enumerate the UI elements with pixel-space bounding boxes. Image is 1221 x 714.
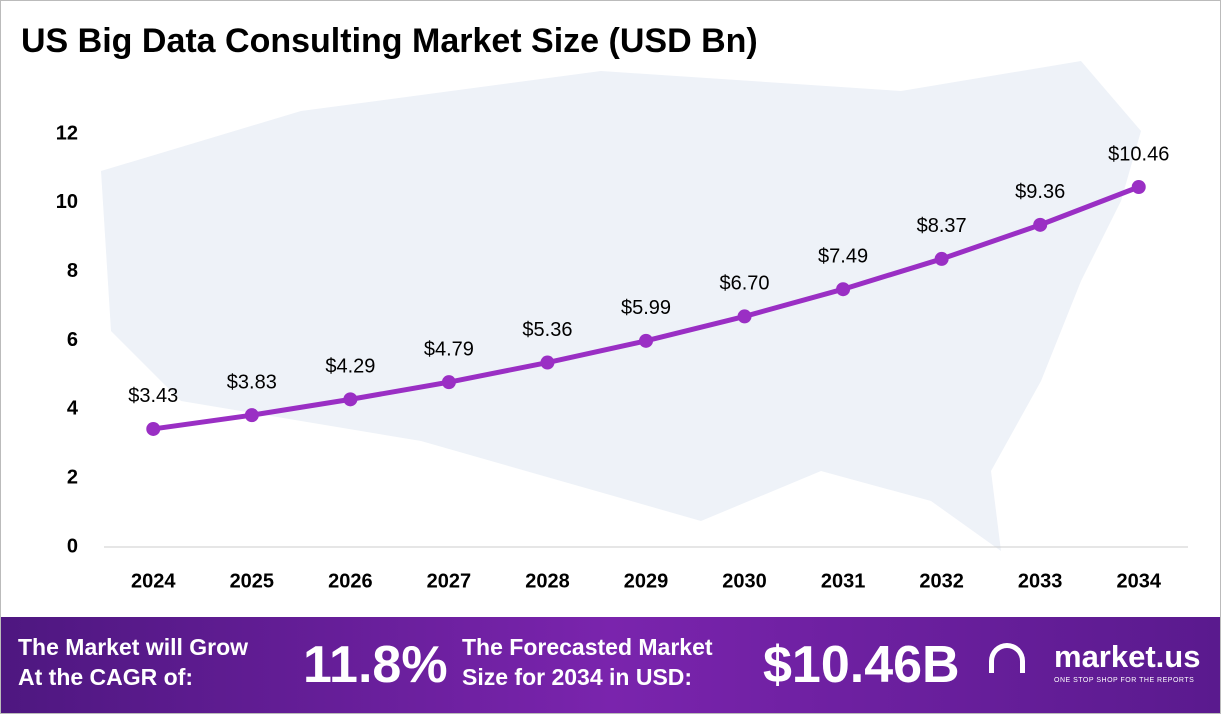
data-label: $3.83 (227, 371, 277, 393)
x-tick-label: 2032 (919, 570, 964, 592)
y-tick-label: 12 (56, 122, 78, 144)
point (343, 392, 358, 407)
footer: The Market will Grow At the CAGR of: 11.8… (1, 617, 1220, 713)
x-tick-label: 2029 (624, 570, 669, 592)
data-label: $3.43 (128, 385, 178, 407)
x-tick-label: 2033 (1018, 570, 1063, 592)
point (737, 309, 752, 324)
x-tick-label: 2027 (427, 570, 472, 592)
cagr-label: The Market will Grow At the CAGR of: (18, 632, 248, 692)
data-label: $10.46 (1108, 143, 1169, 165)
y-tick-label: 10 (56, 191, 78, 213)
data-label: $4.79 (424, 338, 474, 360)
tagline: ONE STOP SHOP FOR THE REPORTS (1054, 677, 1195, 684)
point (934, 251, 949, 266)
brand-logo (989, 643, 1025, 673)
cagr-value: 11.8% (303, 636, 448, 694)
data-label: $8.37 (917, 215, 967, 237)
point (836, 282, 851, 297)
y-tick-label: 8 (67, 260, 78, 282)
data-label: $6.70 (720, 273, 770, 295)
chart: US Big Data Consulting Market Size (USD … (21, 22, 1188, 592)
x-tick-label: 2025 (230, 570, 275, 592)
y-tick-label: 2 (67, 466, 78, 488)
data-label: $5.99 (621, 297, 671, 319)
data-label: $4.29 (325, 356, 375, 378)
point (540, 355, 555, 370)
data-label: $7.49 (818, 246, 868, 268)
data-label: $9.36 (1015, 181, 1065, 203)
chart-title: US Big Data Consulting Market Size (USD … (21, 22, 758, 60)
point (146, 421, 161, 436)
point (1131, 180, 1146, 195)
y-tick-label: 4 (67, 398, 79, 420)
forecast-label: The Forecasted Market Size for 2034 in US… (462, 632, 713, 692)
x-tick-label: 2034 (1116, 570, 1161, 592)
brand: market.us (1054, 639, 1201, 674)
y-tick-label: 6 (67, 329, 78, 351)
data-label: $5.36 (522, 319, 572, 341)
x-tick-label: 2031 (821, 570, 866, 592)
forecast-label-line: The Forecasted Market (462, 634, 713, 660)
x-tick-label: 2030 (722, 570, 767, 592)
forecast-value: $10.46B (763, 636, 960, 694)
point (1033, 217, 1048, 232)
x-tick-label: 2026 (328, 570, 373, 592)
x-tick-label: 2024 (131, 570, 176, 592)
cagr-label-line: At the CAGR of: (18, 664, 194, 690)
map-background (101, 61, 1141, 551)
y-tick-label: 0 (67, 535, 78, 557)
point (244, 408, 259, 423)
cagr-label-line: The Market will Grow (18, 634, 249, 660)
forecast-label-line: Size for 2034 in USD: (462, 664, 693, 690)
x-tick-label: 2028 (525, 570, 570, 592)
point (441, 375, 456, 390)
point (639, 333, 653, 348)
